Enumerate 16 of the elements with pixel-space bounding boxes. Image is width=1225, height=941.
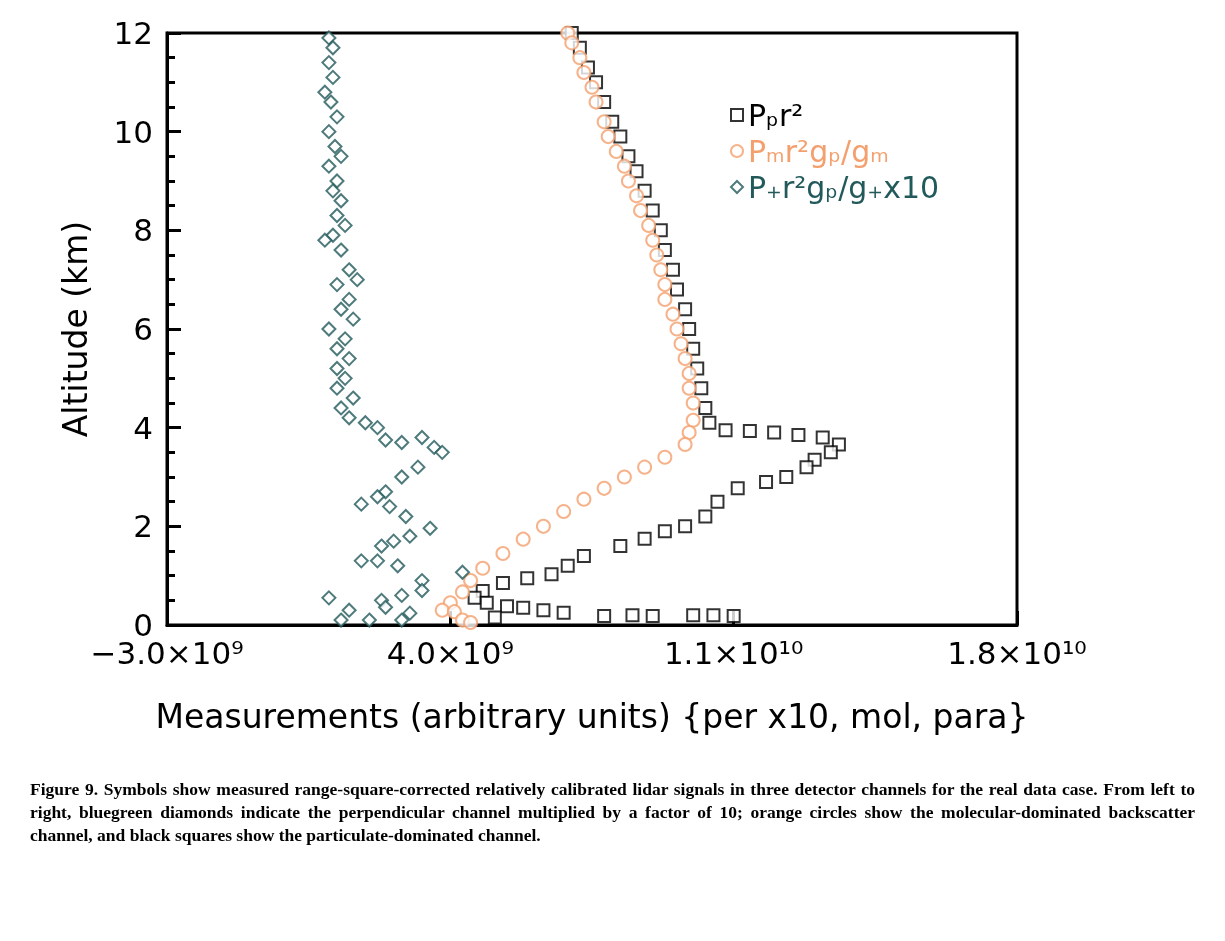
- x-tick-label: 1.8×10¹⁰: [947, 634, 1087, 671]
- legend-label: Pₚr²: [748, 97, 804, 133]
- legend-label: Pₘr²gₚ/gₘ: [748, 133, 889, 169]
- legend-label: P₊r²gₚ/g₊x10: [748, 169, 940, 205]
- y-axis-title: Altitude (km): [56, 220, 95, 438]
- x-tick-label: 4.0×10⁹: [386, 634, 514, 671]
- y-tick-label: 2: [133, 508, 153, 545]
- y-tick-label: 6: [133, 311, 153, 347]
- x-axis-title: Measurements (arbitrary units) {per x10, mol, para}: [155, 697, 1029, 736]
- x-tick-label: 1.1×10¹⁰: [663, 634, 804, 671]
- caption: Figure 9. Symbols show measured range-square-corrected relatively calibrated lidar signals in three detector channels for the real data case. From left to right, bluegreen diamonds indicate the perpendicular channel multiplied by a factor of 10; orange circles show the molecular-dominated backscatter channel, and black squares show the particulate-dominated channel.: [30, 778, 1195, 847]
- y-tick-label: 0: [133, 607, 153, 643]
- y-tick-label: 10: [113, 113, 153, 150]
- y-tick-label: 4: [133, 409, 153, 446]
- y-tick-label: 12: [113, 15, 153, 51]
- y-tick-label: 8: [133, 212, 153, 249]
